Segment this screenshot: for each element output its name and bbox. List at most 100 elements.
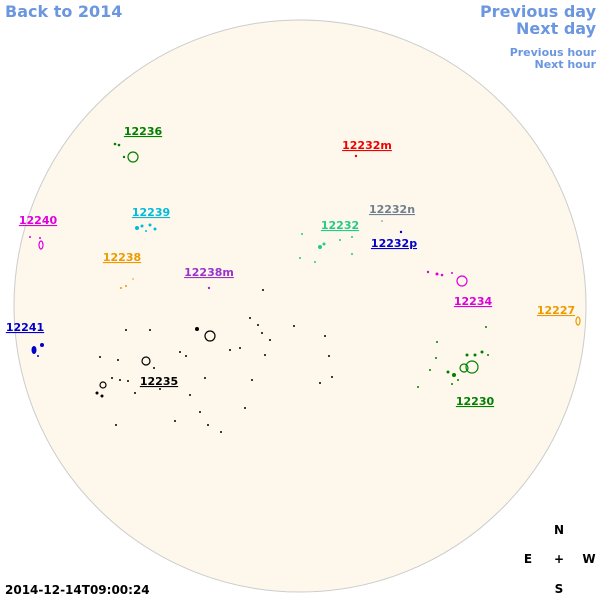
sunspot — [269, 339, 271, 341]
sunspot — [440, 273, 444, 277]
sunspot — [381, 220, 383, 222]
sunspot — [185, 355, 187, 357]
sunspot — [435, 357, 437, 359]
next-day-link[interactable]: Next day — [516, 19, 597, 38]
sunspot — [399, 230, 403, 234]
sunspot — [135, 226, 139, 230]
sunspot — [111, 377, 113, 379]
sunspot-group — [31, 343, 44, 357]
sunspot — [322, 242, 326, 246]
sunspot-group — [575, 316, 581, 326]
compass-south: S — [555, 582, 564, 596]
sunspot — [127, 151, 139, 163]
sunspot — [179, 351, 181, 353]
sunspot — [446, 370, 450, 374]
sunspot — [426, 270, 430, 274]
sunspot — [429, 369, 431, 371]
sunspot — [319, 382, 321, 384]
previous-day-link[interactable]: Previous day — [480, 2, 597, 21]
sunspot — [257, 324, 259, 326]
sunspot — [487, 354, 489, 356]
sunspot — [575, 316, 581, 326]
sunspot — [264, 354, 266, 356]
region-label[interactable]: 12240 — [19, 214, 58, 227]
region-label[interactable]: 12234 — [454, 295, 493, 308]
region-label[interactable]: 12232m — [342, 139, 392, 152]
sunspot — [465, 353, 469, 357]
region-label[interactable]: 12235 — [140, 375, 178, 388]
sunspot — [134, 392, 136, 394]
sunspot — [354, 154, 358, 158]
region-label[interactable]: 12232 — [321, 219, 359, 232]
sunspot — [195, 327, 199, 331]
sunspot-group — [113, 142, 139, 163]
sunspot — [459, 363, 469, 373]
region-label[interactable]: 12230 — [456, 395, 495, 408]
sunspot — [99, 356, 101, 358]
sunspot — [473, 353, 477, 357]
sunspot — [120, 287, 122, 289]
sunspot — [435, 272, 439, 276]
sunspot — [119, 379, 121, 381]
region-label[interactable]: 12239 — [132, 206, 170, 219]
sunspot — [244, 407, 246, 409]
sunspot — [262, 289, 264, 291]
region-label[interactable]: 12232n — [369, 203, 415, 216]
sunspot-group — [381, 220, 383, 222]
solar-disk — [13, 19, 587, 593]
region-label[interactable]: 12238 — [103, 251, 141, 264]
sunspot — [125, 285, 127, 287]
sunspot — [456, 275, 468, 287]
sunspot — [145, 230, 147, 232]
region-label[interactable]: 12238m — [184, 266, 234, 279]
sunspot — [318, 245, 322, 249]
region-label[interactable]: 12241 — [6, 321, 44, 334]
sunspot-group — [207, 286, 211, 290]
sunspot — [153, 367, 155, 369]
sunspots — [29, 142, 581, 433]
sunspot — [452, 373, 456, 377]
sunspot — [261, 332, 263, 334]
region-label[interactable]: 12236 — [124, 125, 163, 138]
sunspot — [204, 377, 206, 379]
sunspot — [37, 355, 39, 357]
sunspot — [199, 411, 201, 413]
region-label[interactable]: 12232p — [371, 237, 417, 250]
sunspot — [451, 272, 453, 274]
sunspot — [328, 355, 330, 357]
sunspot — [125, 329, 127, 331]
sunspot — [299, 257, 301, 259]
region-label[interactable]: 12227 — [537, 304, 575, 317]
sunspot — [31, 346, 37, 354]
sunspot — [39, 237, 41, 239]
sunspot — [140, 224, 144, 228]
sunspot — [293, 325, 295, 327]
compass-center: + — [554, 552, 564, 566]
sunspot — [174, 420, 176, 422]
back-link[interactable]: Back to 2014 — [5, 2, 122, 21]
sunspot — [417, 386, 419, 388]
sunspot — [95, 391, 99, 395]
sunspot — [159, 388, 161, 390]
sunspot-group — [135, 223, 157, 232]
sunspot — [122, 155, 126, 159]
sunspot-group — [95, 289, 333, 433]
sunspot — [324, 335, 326, 337]
region-labels: 12236 12232m 12240 12239 12232n 12232 12… — [6, 125, 575, 408]
sunspot — [204, 330, 216, 342]
sunspot — [113, 142, 117, 146]
sunspot — [229, 349, 231, 351]
next-hour-link[interactable]: Next hour — [535, 58, 597, 71]
sunspot — [465, 360, 479, 374]
sunspot-group — [120, 278, 134, 289]
sunspot — [207, 424, 209, 426]
previous-hour-link[interactable]: Previous hour — [510, 46, 597, 59]
sunspot — [153, 227, 157, 231]
sunspot — [99, 381, 107, 389]
sunspot-group — [399, 230, 403, 234]
sunspot — [351, 236, 353, 238]
sunspot — [220, 431, 222, 433]
sunspot — [148, 223, 152, 227]
sunspot — [38, 240, 44, 250]
